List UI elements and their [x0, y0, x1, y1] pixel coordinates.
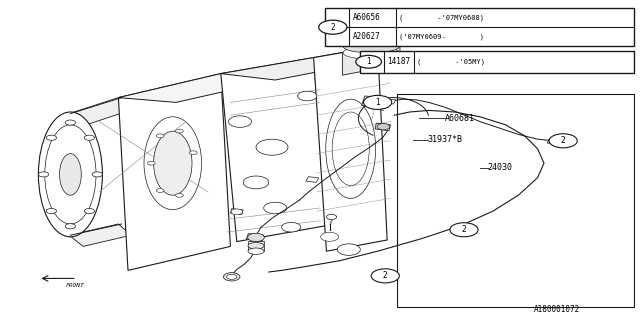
- Text: 1: 1: [366, 57, 371, 66]
- Circle shape: [326, 214, 337, 220]
- Circle shape: [156, 134, 164, 138]
- Bar: [397, 94, 634, 307]
- Polygon shape: [221, 58, 358, 80]
- Circle shape: [65, 120, 76, 125]
- Polygon shape: [381, 99, 396, 104]
- Circle shape: [321, 232, 339, 241]
- Circle shape: [554, 138, 566, 145]
- Ellipse shape: [144, 117, 202, 210]
- Text: 2: 2: [461, 225, 467, 234]
- Ellipse shape: [154, 131, 192, 195]
- Polygon shape: [69, 98, 134, 125]
- Ellipse shape: [60, 154, 81, 195]
- Bar: [325, 8, 634, 46]
- Ellipse shape: [343, 46, 399, 59]
- Polygon shape: [221, 58, 326, 242]
- Text: ('07MY0609-        ): ('07MY0609- ): [399, 34, 484, 40]
- Text: A20627: A20627: [353, 32, 380, 41]
- Polygon shape: [314, 46, 400, 75]
- Circle shape: [92, 172, 102, 177]
- Circle shape: [365, 98, 381, 105]
- Circle shape: [364, 95, 392, 109]
- Circle shape: [231, 209, 243, 215]
- Text: (        -'07MY0608): ( -'07MY0608): [399, 14, 484, 21]
- Circle shape: [189, 151, 197, 155]
- Circle shape: [282, 222, 301, 232]
- Circle shape: [248, 233, 264, 242]
- Polygon shape: [118, 74, 275, 102]
- Bar: [360, 51, 634, 73]
- Polygon shape: [246, 234, 264, 241]
- Circle shape: [84, 135, 95, 140]
- Circle shape: [243, 176, 269, 189]
- Text: A60681: A60681: [445, 114, 475, 123]
- Text: 2: 2: [330, 23, 335, 32]
- Circle shape: [319, 20, 347, 34]
- Text: A180001072: A180001072: [534, 305, 580, 314]
- Circle shape: [175, 129, 183, 133]
- Polygon shape: [375, 123, 390, 131]
- Text: 2: 2: [383, 271, 388, 280]
- Circle shape: [147, 161, 155, 165]
- Circle shape: [256, 139, 288, 155]
- Circle shape: [46, 135, 56, 140]
- Polygon shape: [118, 74, 230, 270]
- Text: 1: 1: [375, 98, 380, 107]
- Text: 14187: 14187: [387, 57, 410, 66]
- Circle shape: [84, 209, 95, 214]
- Circle shape: [450, 223, 478, 237]
- Polygon shape: [69, 224, 131, 246]
- Circle shape: [371, 269, 399, 283]
- Text: 24030: 24030: [488, 164, 513, 172]
- Circle shape: [549, 134, 577, 148]
- Circle shape: [228, 116, 252, 127]
- Ellipse shape: [248, 248, 264, 254]
- Text: (        -'05MY): ( -'05MY): [417, 59, 485, 65]
- Text: 2: 2: [561, 136, 566, 145]
- Polygon shape: [362, 96, 384, 107]
- Circle shape: [38, 172, 49, 177]
- Ellipse shape: [343, 40, 399, 53]
- Circle shape: [298, 91, 317, 101]
- Text: FRONT: FRONT: [66, 283, 84, 288]
- Circle shape: [337, 244, 360, 255]
- Polygon shape: [230, 209, 243, 214]
- Circle shape: [356, 55, 381, 68]
- Circle shape: [65, 224, 76, 229]
- Circle shape: [156, 188, 164, 192]
- Polygon shape: [306, 177, 319, 182]
- Circle shape: [227, 274, 237, 279]
- Ellipse shape: [248, 243, 264, 249]
- Text: 31937*B: 31937*B: [428, 135, 463, 144]
- Circle shape: [175, 193, 183, 197]
- Circle shape: [377, 124, 390, 130]
- Circle shape: [223, 273, 240, 281]
- Polygon shape: [314, 46, 387, 251]
- Text: A60656: A60656: [353, 13, 380, 22]
- Polygon shape: [248, 241, 264, 251]
- Polygon shape: [342, 42, 400, 75]
- Circle shape: [46, 209, 56, 214]
- Circle shape: [264, 202, 287, 214]
- Ellipse shape: [45, 125, 96, 224]
- Polygon shape: [547, 139, 562, 144]
- Ellipse shape: [38, 112, 102, 237]
